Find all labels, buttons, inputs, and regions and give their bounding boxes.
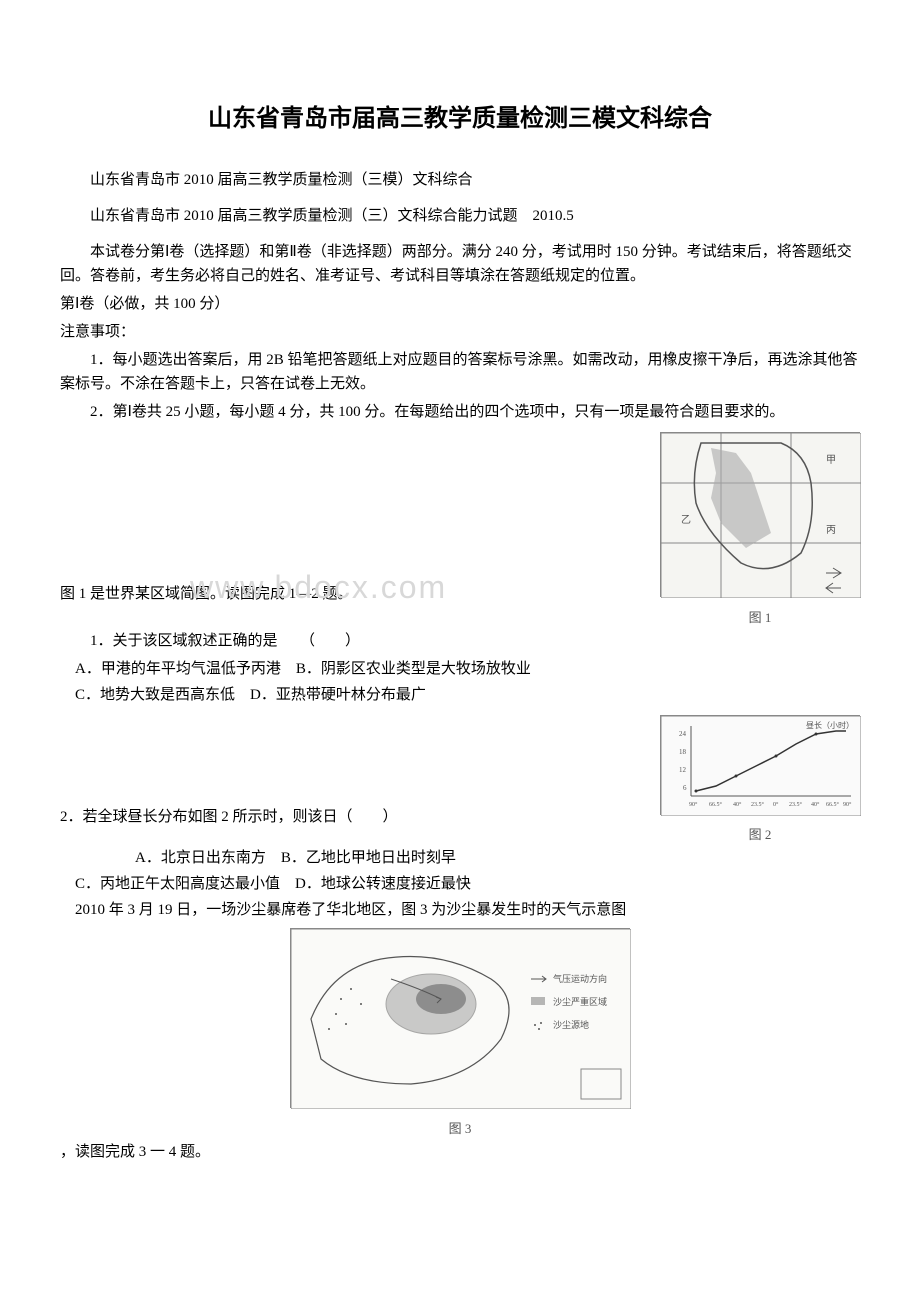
figure-3-svg: 气压运动方向 沙尘严重区域 沙尘源地 [291,929,631,1109]
svg-text:23.5°: 23.5° [751,801,765,808]
figure-2-svg: 昼长（小时） 24 18 12 6 90° 66.5° 40° 23.5° 0°… [661,716,861,816]
q2-option-ab: A．北京日出东南方 B．乙地比甲地日出时刻早 [75,846,860,870]
figure-1-image: 甲 乙 丙 [660,432,860,597]
svg-text:0°: 0° [773,801,779,808]
figure-1-svg: 甲 乙 丙 [661,433,861,598]
q1-option-cd: C．地势大致是西高东低 D．亚热带硬叶林分布最广 [75,683,860,707]
svg-text:40°: 40° [733,801,742,808]
svg-text:沙尘源地: 沙尘源地 [553,1019,589,1030]
svg-text:甲: 甲 [826,455,836,466]
q3-suffix: ，读图完成 3 一 4 题。 [60,1140,860,1164]
page-title: 山东省青岛市届高三教学质量检测三模文科综合 [60,100,860,138]
figure-2-image: 昼长（小时） 24 18 12 6 90° 66.5° 40° 23.5° 0°… [660,715,860,815]
subtitle-1: 山东省青岛市 2010 届高三教学质量检测（三模）文科综合 [60,168,860,192]
intro-p4: 1．每小题选出答案后，用 2B 铅笔把答题纸上对应题目的答案标号涂黑。如需改动，… [60,348,860,396]
figure-3-label: 图 3 [60,1119,860,1140]
intro-p3: 注意事项： [60,320,860,344]
svg-text:丙: 丙 [826,525,836,536]
svg-text:沙尘严重区域: 沙尘严重区域 [553,996,607,1007]
svg-text:90°: 90° [689,801,698,808]
intro-p5: 2．第Ⅰ卷共 25 小题，每小题 4 分，共 100 分。在每题给出的四个选项中… [60,400,860,424]
svg-text:66.5°: 66.5° [826,801,840,808]
svg-text:40°: 40° [811,801,820,808]
svg-text:6: 6 [683,784,687,792]
svg-text:12: 12 [679,766,687,774]
q1-stem: 1．关于该区域叙述正确的是 （ ） [60,629,860,653]
svg-text:18: 18 [679,748,687,756]
intro-p1: 本试卷分第Ⅰ卷（选择题）和第Ⅱ卷（非选择题）两部分。满分 240 分，考试用时 … [60,240,860,288]
figure-3-image: 气压运动方向 沙尘严重区域 沙尘源地 [290,928,630,1108]
q1-option-ab: A．甲港的年平均气温低予丙港 B．阴影区农业类型是大牧场放牧业 [75,657,860,681]
svg-text:昼长（小时）: 昼长（小时） [806,720,854,730]
figure-1-label: 图 1 [660,608,860,629]
figure-1-container: 甲 乙 丙 图 1 [660,432,860,628]
svg-text:乙: 乙 [681,514,691,526]
figure-2-container: 昼长（小时） 24 18 12 6 90° 66.5° 40° 23.5° 0°… [660,715,860,846]
q3-intro: 2010 年 3 月 19 日，一场沙尘暴席卷了华北地区，图 3 为沙尘暴发生时… [75,898,860,922]
subtitle-2: 山东省青岛市 2010 届高三教学质量检测（三）文科综合能力试题 2010.5 [60,204,860,228]
figure-2-label: 图 2 [660,825,860,846]
svg-text:66.5°: 66.5° [709,801,723,808]
svg-text:气压运动方向: 气压运动方向 [553,973,607,984]
svg-text:24: 24 [679,730,687,738]
intro-p2: 第Ⅰ卷（必做，共 100 分） [60,292,860,316]
q2-option-cd: C．丙地正午太阳高度达最小值 D．地球公转速度接近最快 [75,872,860,896]
svg-text:90°: 90° [843,801,852,808]
svg-text:23.5°: 23.5° [789,801,803,808]
